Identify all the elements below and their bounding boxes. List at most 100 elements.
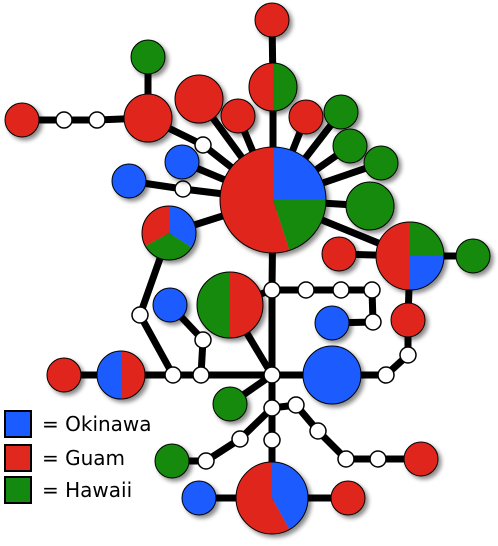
haplotype-h-right-guam-mid <box>390 302 426 338</box>
median-vector-m11 <box>332 281 350 299</box>
median-vector-m7 <box>192 366 210 384</box>
haplotype-h-guam-d <box>220 98 256 134</box>
haplotype-h-center-mixed <box>196 271 264 339</box>
median-vector-m6 <box>194 331 212 349</box>
haplotype-h-green-c <box>332 128 368 164</box>
slice-guam <box>322 237 356 271</box>
haplotype-outline <box>314 305 350 341</box>
median-vector-m15 <box>377 366 395 384</box>
haplotype-outline <box>363 145 399 181</box>
haplotype-outline <box>46 357 82 393</box>
legend-label-hawaii: = Hawaii <box>42 478 133 502</box>
slice-okinawa <box>182 481 216 515</box>
legend-label-guam: = Guam <box>42 446 126 470</box>
slice-guam <box>236 462 290 534</box>
median-vector-m5 <box>131 306 149 324</box>
haplotype-outline <box>181 480 217 516</box>
median-vector-m3 <box>194 136 212 154</box>
haplotype-h-blue-a <box>164 144 200 180</box>
slice-hawaii <box>410 222 444 256</box>
haplotype-outline <box>212 386 248 422</box>
haplotype-h-blue-e <box>181 480 217 516</box>
haplotype-outline <box>96 350 146 400</box>
haplotype-outline <box>455 238 491 274</box>
haplotype-outline <box>111 163 147 199</box>
haplotype-outline <box>141 205 197 261</box>
haplotype-outline <box>130 39 166 75</box>
haplotype-outline <box>345 181 395 231</box>
slice-okinawa <box>315 306 349 340</box>
haplotype-outline <box>220 98 256 134</box>
haplotype-outline <box>332 128 368 164</box>
slice-guam <box>249 63 273 111</box>
haplotype-nodes <box>4 2 491 535</box>
slice-okinawa <box>112 164 146 198</box>
slice-guam <box>221 99 255 133</box>
haplotype-outline <box>390 302 426 338</box>
slice-hawaii <box>456 239 490 273</box>
median-vector-m22 <box>337 450 355 468</box>
slice-guam <box>331 481 365 515</box>
slice-guam <box>141 206 169 247</box>
slice-okinawa <box>153 288 187 322</box>
slice-hawaii <box>346 182 394 230</box>
haplotype-h-top-guam <box>254 2 290 38</box>
median-vectors <box>55 111 417 470</box>
haplotype-outline <box>219 146 327 254</box>
haplotype-h-green-d <box>363 145 399 181</box>
median-vector-m12 <box>363 281 381 299</box>
slice-hawaii <box>213 387 247 421</box>
haplotype-outline <box>196 271 264 339</box>
haplotype-h-blue-c <box>152 287 188 323</box>
median-vector-m23 <box>369 450 387 468</box>
haplotype-outline <box>164 144 200 180</box>
slice-okinawa <box>272 462 309 530</box>
haplotype-outline <box>235 461 309 535</box>
haplotype-outline <box>254 2 290 38</box>
slice-guam <box>219 147 290 254</box>
slice-guam <box>124 94 172 142</box>
haplotype-h-green-e <box>345 181 395 231</box>
slice-hawaii <box>364 146 398 180</box>
slice-guam <box>289 100 323 134</box>
median-vector-m9 <box>263 281 281 299</box>
haplotype-outline <box>174 74 224 124</box>
slice-okinawa <box>165 145 199 179</box>
haplotype-h-guam-f <box>330 480 366 516</box>
legend-swatch-hawaii <box>4 476 32 504</box>
median-vector-m1 <box>55 111 73 129</box>
haplotype-h-blue-b <box>111 163 147 199</box>
haplotype-h-bottom-guam-right <box>403 441 439 477</box>
slice-hawaii <box>324 95 358 129</box>
slice-hawaii <box>333 129 367 163</box>
haplotype-h-left-guam <box>46 357 82 393</box>
slice-okinawa <box>273 147 326 200</box>
haplotype-h-green-g <box>154 443 190 479</box>
median-vector-m10 <box>297 281 315 299</box>
slice-guam <box>47 358 81 392</box>
slice-guam <box>404 442 438 476</box>
slice-guam <box>376 222 410 290</box>
haplotype-outline <box>330 480 366 516</box>
haplotype-h-left-mixed <box>96 350 146 400</box>
slice-guam <box>121 351 145 399</box>
haplotype-outline <box>154 443 190 479</box>
legend-swatch-guam <box>4 444 32 472</box>
slice-okinawa <box>97 351 121 399</box>
slice-hawaii <box>197 272 230 338</box>
haplotype-h-green-f <box>212 386 248 422</box>
median-vector-m4 <box>174 180 192 198</box>
median-vector-m19 <box>197 452 215 470</box>
haplotype-h-bottom-mixed <box>235 461 309 535</box>
haplotype-h-guam-b <box>123 93 173 143</box>
slice-guam <box>175 75 223 123</box>
haplotype-outline <box>288 99 324 135</box>
median-vector-m13 <box>364 313 382 331</box>
slice-hawaii <box>273 63 297 111</box>
median-vector-m14 <box>263 366 281 384</box>
edge-m5-m8 <box>136 313 177 377</box>
median-vector-m17 <box>263 399 281 417</box>
haplotype-h-right-green <box>455 238 491 274</box>
slice-hawaii <box>155 444 189 478</box>
